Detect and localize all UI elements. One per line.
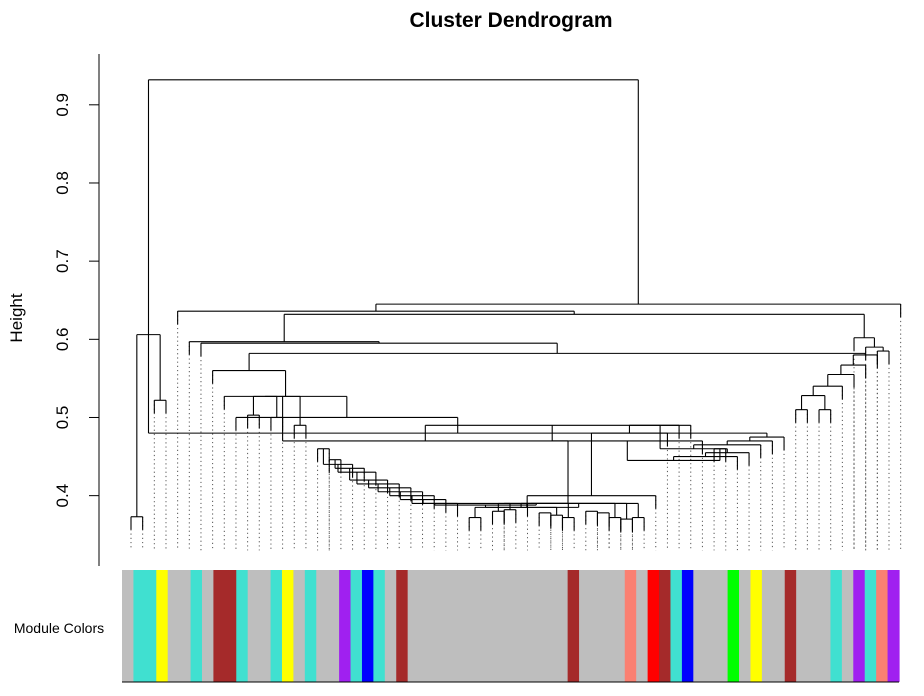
module-color-grey — [384, 570, 397, 682]
module-color-turquoise — [670, 570, 683, 682]
module-color-grey — [739, 570, 752, 682]
module-color-turquoise — [270, 570, 283, 682]
module-color-brown — [659, 570, 672, 682]
module-color-grey — [510, 570, 523, 682]
y-tick-label: 0.7 — [53, 249, 72, 273]
y-tick-label: 0.9 — [53, 93, 72, 117]
module-color-brown — [213, 570, 226, 682]
module-color-grey — [533, 570, 546, 682]
y-tick-label: 0.6 — [53, 327, 72, 351]
module-color-grey — [761, 570, 774, 682]
module-color-grey — [407, 570, 420, 682]
module-color-grey — [590, 570, 603, 682]
module-color-grey — [179, 570, 192, 682]
module-color-grey — [293, 570, 306, 682]
y-axis: 0.4 0.5 0.6 0.7 0.8 0.9 — [53, 54, 100, 566]
module-color-grey — [613, 570, 626, 682]
module-color-grey — [247, 570, 260, 682]
module-color-turquoise — [373, 570, 386, 682]
module-color-grey — [167, 570, 180, 682]
module-color-grey — [464, 570, 477, 682]
module-color-blue — [681, 570, 694, 682]
module-color-grey — [807, 570, 820, 682]
module-color-yellow — [156, 570, 169, 682]
module-color-grey — [601, 570, 614, 682]
dendrogram-tree — [130, 79, 902, 533]
module-color-red — [647, 570, 660, 682]
module-color-grey — [556, 570, 569, 682]
module-color-purple — [853, 570, 866, 682]
module-color-grey — [544, 570, 557, 682]
module-color-brown — [396, 570, 409, 682]
module-color-grey — [316, 570, 329, 682]
module-color-grey — [259, 570, 272, 682]
module-color-turquoise — [304, 570, 317, 682]
module-color-grey — [819, 570, 832, 682]
module-color-brown — [224, 570, 237, 682]
module-color-yellow — [750, 570, 763, 682]
module-color-grey — [122, 570, 135, 682]
module-color-grey — [636, 570, 649, 682]
module-color-grey — [499, 570, 512, 682]
module-color-yellow — [281, 570, 294, 682]
module-color-grey — [796, 570, 809, 682]
module-color-grey — [841, 570, 854, 682]
module-color-purple — [887, 570, 900, 682]
module-color-turquoise — [830, 570, 843, 682]
module-color-bar — [122, 570, 900, 683]
module-color-grey — [419, 570, 432, 682]
module-color-grey — [521, 570, 534, 682]
y-axis-label: Height — [7, 293, 26, 342]
module-color-turquoise — [350, 570, 363, 682]
module-color-grey — [579, 570, 592, 682]
module-color-turquoise — [236, 570, 249, 682]
module-color-turquoise — [133, 570, 146, 682]
module-color-grey — [487, 570, 500, 682]
module-color-turquoise — [144, 570, 157, 682]
module-color-grey — [716, 570, 729, 682]
module-color-brown — [567, 570, 580, 682]
module-color-salmon — [876, 570, 889, 682]
module-color-turquoise — [864, 570, 877, 682]
module-color-grey — [430, 570, 443, 682]
module-color-grey — [773, 570, 786, 682]
module-color-grey — [327, 570, 340, 682]
module-color-green — [727, 570, 740, 682]
module-colors-label: Module Colors — [14, 620, 104, 636]
module-color-brown — [784, 570, 797, 682]
module-color-grey — [201, 570, 215, 682]
module-color-blue — [361, 570, 374, 682]
module-color-grey — [476, 570, 489, 682]
y-tick-label: 0.5 — [53, 406, 72, 430]
module-color-purple — [339, 570, 352, 682]
module-color-grey — [693, 570, 706, 682]
module-color-turquoise — [190, 570, 203, 682]
y-tick-label: 0.4 — [53, 484, 72, 508]
chart-title: Cluster Dendrogram — [409, 9, 612, 32]
module-color-grey — [453, 570, 466, 682]
module-color-grey — [704, 570, 717, 682]
module-color-salmon — [624, 570, 637, 682]
module-color-grey — [441, 570, 454, 682]
y-tick-label: 0.8 — [53, 171, 72, 195]
